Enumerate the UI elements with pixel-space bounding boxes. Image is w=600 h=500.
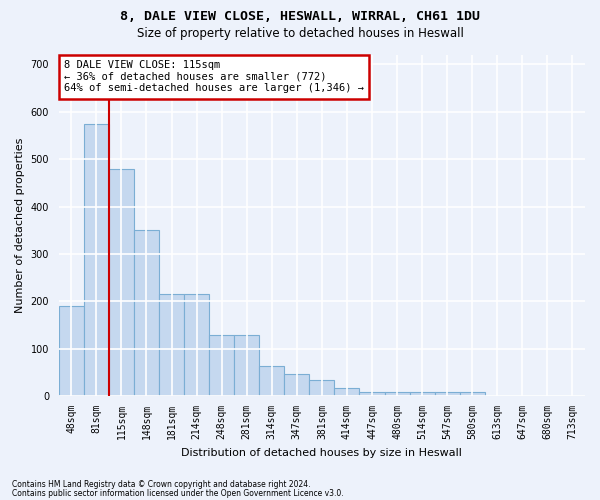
- Bar: [334, 388, 359, 396]
- Bar: [84, 124, 109, 396]
- Bar: [184, 294, 209, 396]
- Bar: [234, 334, 259, 396]
- Bar: [434, 392, 460, 396]
- Bar: [59, 306, 84, 396]
- Text: 8, DALE VIEW CLOSE, HESWALL, WIRRAL, CH61 1DU: 8, DALE VIEW CLOSE, HESWALL, WIRRAL, CH6…: [120, 10, 480, 23]
- Y-axis label: Number of detached properties: Number of detached properties: [15, 138, 25, 314]
- Text: Contains public sector information licensed under the Open Government Licence v3: Contains public sector information licen…: [12, 488, 344, 498]
- Bar: [410, 392, 434, 396]
- Bar: [284, 374, 310, 396]
- Bar: [109, 169, 134, 396]
- X-axis label: Distribution of detached houses by size in Heswall: Distribution of detached houses by size …: [181, 448, 463, 458]
- Bar: [310, 380, 334, 396]
- Bar: [209, 334, 234, 396]
- Bar: [134, 230, 159, 396]
- Text: Size of property relative to detached houses in Heswall: Size of property relative to detached ho…: [137, 28, 463, 40]
- Text: Contains HM Land Registry data © Crown copyright and database right 2024.: Contains HM Land Registry data © Crown c…: [12, 480, 311, 489]
- Text: 8 DALE VIEW CLOSE: 115sqm
← 36% of detached houses are smaller (772)
64% of semi: 8 DALE VIEW CLOSE: 115sqm ← 36% of detac…: [64, 60, 364, 94]
- Bar: [159, 294, 184, 396]
- Bar: [385, 392, 410, 396]
- Bar: [460, 392, 485, 396]
- Bar: [359, 392, 385, 396]
- Bar: [259, 366, 284, 396]
